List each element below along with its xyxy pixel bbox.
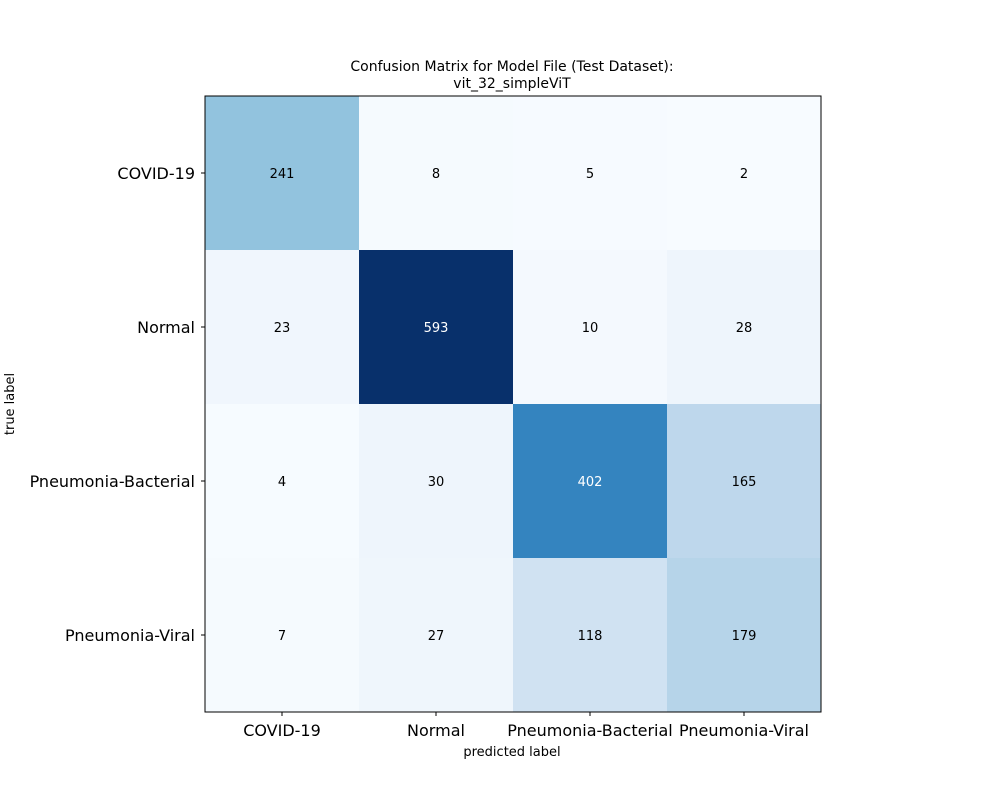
matrix-cell-3-2 xyxy=(513,558,668,713)
matrix-cells xyxy=(205,96,822,713)
matrix-cell-labels: 241 8 5 2 23 593 10 28 4 30 402 165 7 27 118 179 xyxy=(270,167,757,644)
y-tick-label-3: Pneumonia-Viral xyxy=(65,626,195,645)
cell-value-3-3: 179 xyxy=(732,629,757,644)
cell-value-3-2: 118 xyxy=(578,629,603,644)
cell-value-3-1: 27 xyxy=(428,629,445,644)
matrix-cell-2-3 xyxy=(667,404,822,559)
cell-value-0-3: 2 xyxy=(740,167,748,182)
cell-value-2-3: 165 xyxy=(732,475,757,490)
x-axis-label: predicted label xyxy=(463,745,560,760)
cell-value-0-1: 8 xyxy=(432,167,440,182)
matrix-cell-0-1 xyxy=(359,96,514,251)
y-ticks: COVID-19 Normal Pneumonia-Bacterial Pneumon… xyxy=(30,164,205,645)
x-ticks: COVID-19 Normal Pneumonia-Bacterial Pneumon… xyxy=(243,712,809,740)
matrix-cell-0-2 xyxy=(513,96,668,251)
matrix-cell-0-3 xyxy=(667,96,822,251)
matrix-cell-1-3 xyxy=(667,250,822,405)
cell-value-2-2: 402 xyxy=(578,475,603,490)
cell-value-2-1: 30 xyxy=(428,475,445,490)
x-tick-label-1: Normal xyxy=(407,721,465,740)
y-tick-label-2: Pneumonia-Bacterial xyxy=(30,472,195,491)
matrix-cell-1-2 xyxy=(513,250,668,405)
cell-value-2-0: 4 xyxy=(278,475,286,490)
matrix-cell-1-0 xyxy=(205,250,360,405)
chart-title-line-1: Confusion Matrix for Model File (Test Da… xyxy=(350,59,673,75)
cell-value-1-0: 23 xyxy=(274,321,291,336)
matrix-cell-1-1 xyxy=(359,250,514,405)
x-tick-label-0: COVID-19 xyxy=(243,721,321,740)
x-tick-label-2: Pneumonia-Bacterial xyxy=(507,721,672,740)
x-tick-label-3: Pneumonia-Viral xyxy=(679,721,809,740)
matrix-cell-3-1 xyxy=(359,558,514,713)
matrix-cell-0-0 xyxy=(205,96,360,251)
plot-frame xyxy=(204,95,822,713)
cell-value-1-1: 593 xyxy=(424,321,449,336)
y-tick-label-1: Normal xyxy=(137,318,195,337)
y-axis-label: true label xyxy=(3,373,18,435)
cell-value-1-3: 28 xyxy=(736,321,753,336)
chart-title-line-2: vit_32_simpleViT xyxy=(453,76,571,92)
cell-value-3-0: 7 xyxy=(278,629,286,644)
matrix-cell-2-2 xyxy=(513,404,668,559)
matrix-cell-2-0 xyxy=(205,404,360,559)
matrix-cell-2-1 xyxy=(359,404,514,559)
cell-value-1-2: 10 xyxy=(582,321,599,336)
y-tick-label-0: COVID-19 xyxy=(117,164,195,183)
cell-value-0-0: 241 xyxy=(270,167,295,182)
matrix-cell-3-0 xyxy=(205,558,360,713)
cell-value-0-2: 5 xyxy=(586,167,594,182)
matrix-cell-3-3 xyxy=(667,558,822,713)
